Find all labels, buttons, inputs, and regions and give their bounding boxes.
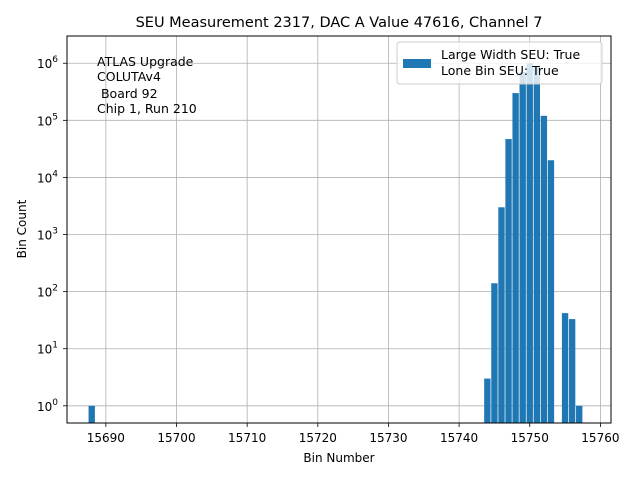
histogram-bar — [561, 313, 569, 423]
histogram-bar — [484, 378, 491, 423]
annotation-line: Chip 1, Run 210 — [97, 101, 197, 116]
x-tick-label: 15730 — [369, 431, 407, 445]
x-tick-label: 15740 — [440, 431, 478, 445]
x-tick-label: 15760 — [581, 431, 619, 445]
histogram-bar — [547, 160, 555, 424]
annotation-line: ATLAS Upgrade — [97, 54, 194, 69]
histogram-bar — [491, 283, 498, 423]
y-tick-label: 102 — [37, 284, 58, 300]
histogram-bar — [533, 65, 540, 423]
y-tick-label: 104 — [37, 169, 58, 185]
histogram-bar — [519, 72, 526, 423]
annotation-line: COLUTAv4 — [97, 69, 161, 84]
y-axis-ticks: 100 101 102 103 104 105 106 — [37, 55, 67, 414]
legend: Large Width SEU: True Lone Bin SEU: True — [396, 41, 603, 85]
legend-entry: Large Width SEU: True — [441, 47, 580, 62]
x-axis-ticks: 15690 15700 15710 15720 15730 15740 15750 15760 — [87, 423, 619, 445]
y-axis-label: Bin Count — [15, 199, 29, 258]
histogram-bar — [88, 405, 95, 423]
plot-frame — [66, 35, 612, 424]
histogram-bar — [540, 115, 548, 424]
histogram-bar — [568, 319, 576, 423]
chart-title: SEU Measurement 2317, DAC A Value 47616,… — [136, 15, 543, 31]
legend-entry: Lone Bin SEU: True — [441, 63, 559, 78]
x-tick-label: 15720 — [299, 431, 337, 445]
bars — [88, 63, 583, 424]
annotation-line: Board 92 — [97, 86, 158, 101]
histogram-bar — [526, 63, 533, 424]
y-tick-label: 100 — [37, 398, 58, 414]
x-tick-label: 15750 — [511, 431, 549, 445]
x-tick-label: 15710 — [228, 431, 266, 445]
x-tick-label: 15690 — [87, 431, 125, 445]
annotation-text: ATLAS Upgrade COLUTAv4 Board 92 Chip 1, … — [97, 54, 197, 116]
histogram-bar — [498, 207, 505, 423]
y-tick-label: 101 — [37, 341, 58, 357]
histogram-bar — [512, 93, 519, 423]
legend-swatch — [403, 59, 431, 68]
y-tick-label: 106 — [37, 55, 58, 71]
x-axis-label: Bin Number — [303, 451, 374, 465]
x-tick-label: 15700 — [157, 431, 195, 445]
y-tick-label: 105 — [37, 112, 58, 128]
legend-box — [396, 41, 603, 85]
histogram-bar — [576, 405, 583, 423]
histogram-bar — [505, 139, 512, 423]
y-tick-label: 103 — [37, 227, 58, 243]
